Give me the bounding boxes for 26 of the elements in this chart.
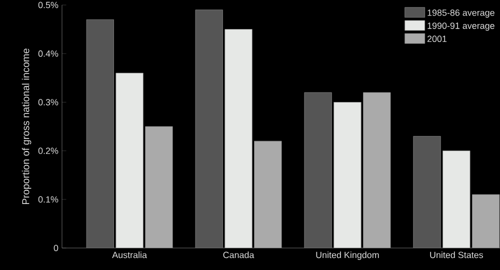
bar <box>86 20 114 248</box>
bar <box>472 194 500 248</box>
x-tick-label: United Kingdom <box>316 252 379 260</box>
bar <box>224 29 252 248</box>
bar <box>442 150 470 248</box>
bar <box>145 126 173 248</box>
y-axis-title: Proportion of gross national income <box>22 48 32 204</box>
y-tick-label: 0.1% <box>38 196 58 203</box>
y-tick-label: 0.5% <box>38 2 58 8</box>
y-tick-label: 0.4% <box>38 50 58 57</box>
bar <box>413 136 441 248</box>
y-tick-label: 0.3% <box>38 99 58 106</box>
x-tick-label: Australia <box>112 252 147 258</box>
legend-label: 1990-91 average <box>428 22 494 31</box>
y-tick-label: 0.2% <box>38 148 58 154</box>
legend-label: 1985-86 average <box>428 10 494 18</box>
bar <box>304 92 332 248</box>
bar <box>116 73 144 248</box>
bar <box>195 10 223 248</box>
bar <box>363 92 391 248</box>
y-tick-label: 0 <box>54 244 58 252</box>
legend-label: 2001 <box>427 36 447 42</box>
x-tick-label: United States <box>430 252 483 258</box>
bar <box>254 141 282 248</box>
x-tick-label: Canada <box>223 252 254 258</box>
bar <box>334 102 362 248</box>
